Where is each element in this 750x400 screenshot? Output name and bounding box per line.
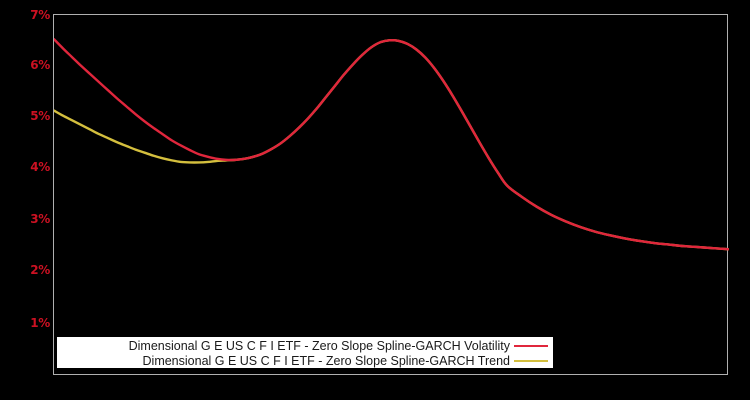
legend-swatch-volatility (514, 339, 548, 353)
y-tick-label-7: 7% (30, 8, 50, 22)
chart-legend: Dimensional G E US C F I ETF - Zero Slop… (57, 337, 553, 368)
legend-label-volatility: Dimensional G E US C F I ETF - Zero Slop… (128, 338, 510, 353)
chart-canvas (54, 38, 729, 251)
y-tick-label-6: 6% (30, 58, 50, 72)
y-tick-label-3: 3% (30, 212, 50, 226)
legend-swatch-trend (514, 354, 548, 368)
legend-entry-volatility: Dimensional G E US C F I ETF - Zero Slop… (57, 338, 553, 353)
series-line-volatility (54, 38, 729, 251)
plot-area (53, 14, 729, 375)
legend-entry-trend: Dimensional G E US C F I ETF - Zero Slop… (57, 353, 553, 368)
y-tick-label-4: 4% (30, 160, 50, 174)
y-tick-label-5: 5% (30, 109, 50, 123)
series-line-trend (54, 38, 729, 251)
y-tick-label-1: 1% (30, 316, 50, 330)
y-axis: 7% 6% 5% 4% 3% 2% 1% (0, 0, 50, 400)
legend-label-trend: Dimensional G E US C F I ETF - Zero Slop… (142, 353, 510, 368)
y-tick-label-2: 2% (30, 263, 50, 277)
